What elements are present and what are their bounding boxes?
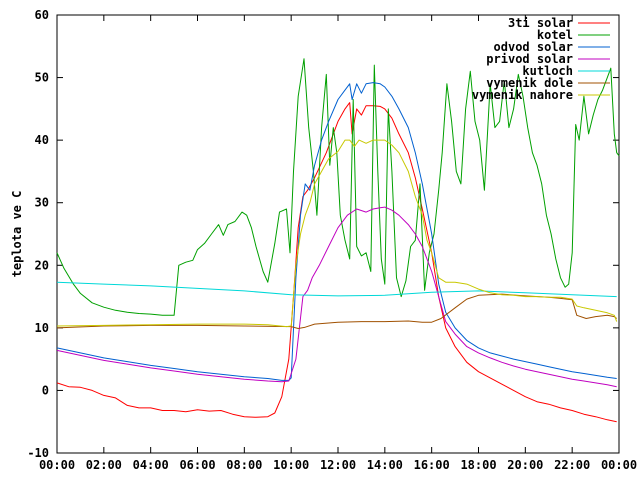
axis-ticks: -10 0 10 20 30 40 50 60 00:00 02:00 04:00 06:00 08:0…	[27, 8, 637, 472]
y-tick-label: 30	[35, 196, 49, 210]
y-axis-label: teplota ve C	[10, 191, 24, 278]
x-tick-label: 02:00	[86, 458, 122, 472]
x-tick-label: 18:00	[460, 458, 496, 472]
legend-label: vymenik dole	[486, 76, 573, 90]
x-tick-label: 12:00	[320, 458, 356, 472]
legend-label: privod solar	[486, 52, 573, 66]
legend-label: odvod solar	[494, 40, 573, 54]
legend-label: kotel	[537, 28, 573, 42]
y-tick-label: 50	[35, 71, 49, 85]
x-tick-label: 20:00	[507, 458, 543, 472]
y-tick-label: 0	[42, 383, 49, 397]
y-tick-label: -10	[27, 446, 49, 460]
y-tick-label: 10	[35, 321, 49, 335]
x-tick-label: 08:00	[226, 458, 262, 472]
series-line-2	[56, 82, 617, 381]
series-line-1	[56, 58, 620, 316]
legend-label: 3ti solar	[508, 16, 573, 30]
series-line-3	[56, 206, 617, 388]
series-lines	[56, 58, 620, 423]
x-tick-label: 14:00	[367, 458, 403, 472]
series-line-5	[56, 293, 618, 329]
series-line-4	[56, 281, 617, 298]
x-tick-label: 22:00	[554, 458, 590, 472]
legend-label: kutloch	[522, 64, 573, 78]
x-tick-label: 00:00	[39, 458, 75, 472]
y-tick-label: 20	[35, 258, 49, 272]
x-tick-label: 04:00	[133, 458, 169, 472]
y-tick-label: 40	[35, 133, 49, 147]
x-tick-label: 00:00	[601, 458, 637, 472]
x-tick-label: 16:00	[414, 458, 450, 472]
x-tick-label: 10:00	[273, 458, 309, 472]
series-line-6	[56, 139, 618, 328]
x-tick-label: 06:00	[179, 458, 215, 472]
legend-label: vymenik nahore	[472, 88, 573, 102]
series-line-0	[56, 102, 617, 423]
y-tick-label: 60	[35, 8, 49, 22]
